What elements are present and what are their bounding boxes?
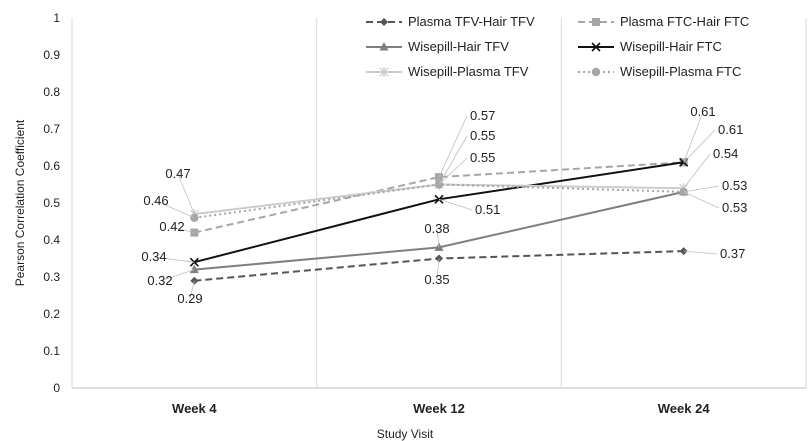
y-axis-title: Pearson Correlation Coefficient	[13, 119, 27, 286]
y-tick-label: 0.9	[43, 48, 60, 62]
data-label: 0.53	[722, 200, 747, 215]
data-label: 0.61	[690, 104, 715, 119]
data-label: 0.57	[470, 108, 495, 123]
data-label: 0.51	[475, 202, 500, 217]
data-label-leader	[438, 157, 468, 185]
data-label: 0.46	[143, 193, 168, 208]
y-tick-label: 1	[53, 11, 60, 25]
data-label-leader	[436, 228, 440, 248]
data-label-leader	[438, 115, 468, 178]
data-label-leader	[189, 280, 195, 300]
y-tick-label: 0.2	[43, 307, 60, 321]
data-label: 0.35	[424, 272, 449, 287]
data-label-leader	[177, 173, 195, 215]
legend-marker	[380, 18, 388, 26]
legend-marker	[379, 67, 389, 77]
y-tick-label: 0.3	[43, 270, 60, 284]
legend-marker	[592, 18, 600, 26]
data-label-leader	[159, 269, 195, 282]
y-tick-label: 0.5	[43, 196, 60, 210]
series-line	[194, 161, 684, 234]
data-label: 0.32	[147, 273, 172, 288]
data-label-leader	[436, 258, 440, 281]
legend-label: Wisepill-Hair TFV	[408, 39, 509, 54]
legend-marker	[591, 67, 601, 77]
data-label: 0.37	[720, 246, 745, 261]
data-label-leader	[438, 198, 473, 211]
x-category-label: Week 24	[658, 401, 711, 416]
data-label: 0.47	[165, 166, 190, 181]
data-label: 0.61	[718, 122, 743, 137]
legend-label: Plasma TFV-Hair TFV	[408, 14, 535, 29]
data-label: 0.42	[159, 219, 184, 234]
data-label: 0.54	[713, 146, 738, 161]
data-label: 0.29	[177, 291, 202, 306]
data-label: 0.34	[141, 249, 166, 264]
legend-marker	[379, 42, 389, 51]
legend-marker	[591, 42, 601, 52]
data-label-leader	[155, 200, 195, 219]
data-label-leader	[683, 191, 720, 209]
y-tick-label: 0.4	[43, 233, 60, 247]
data-label: 0.38	[424, 221, 449, 236]
x-axis-title: Study Visit	[377, 427, 434, 441]
data-point	[189, 264, 199, 274]
data-label-leader	[438, 135, 468, 185]
legend-label: Wisepill-Hair FTC	[620, 39, 722, 54]
legend-label: Wisepill-Plasma FTC	[620, 64, 741, 79]
y-tick-label: 0.1	[43, 344, 60, 358]
y-tick-label: 0	[53, 381, 60, 395]
data-label-leader	[683, 250, 718, 255]
data-label-leader	[683, 129, 716, 163]
data-label-leader	[683, 185, 720, 193]
legend-label: Wisepill-Plasma TFV	[408, 64, 529, 79]
data-label-leader	[683, 111, 704, 163]
data-label-leader	[171, 226, 195, 233]
y-tick-label: 0.7	[43, 122, 60, 136]
x-category-label: Week 4	[172, 401, 217, 416]
legend-label: Plasma FTC-Hair FTC	[620, 14, 749, 29]
data-label: 0.53	[722, 178, 747, 193]
y-tick-label: 0.6	[43, 159, 60, 173]
data-label-leader	[683, 153, 711, 189]
data-label: 0.55	[470, 150, 495, 165]
data-label: 0.55	[470, 128, 495, 143]
data-label-leader	[153, 256, 195, 263]
y-tick-label: 0.8	[43, 85, 60, 99]
x-category-label: Week 12	[413, 401, 465, 416]
